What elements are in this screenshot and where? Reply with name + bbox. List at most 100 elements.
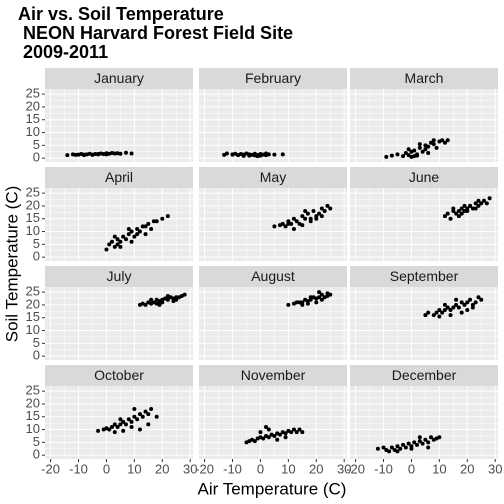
point (319, 292, 324, 297)
point (473, 201, 478, 206)
point (275, 437, 280, 442)
point (291, 226, 296, 231)
point (440, 310, 445, 315)
point (401, 442, 406, 447)
panel-background (199, 386, 347, 459)
y-tick-label: 25 (26, 284, 40, 299)
point (165, 297, 170, 302)
strip (350, 167, 498, 188)
point (300, 223, 305, 228)
point (465, 300, 470, 305)
point (317, 295, 322, 300)
strip-label: January (94, 70, 144, 86)
point (104, 247, 109, 252)
point (426, 144, 431, 149)
point (123, 422, 128, 427)
point (487, 196, 492, 201)
point (317, 290, 322, 295)
point (398, 446, 403, 451)
point (442, 308, 447, 313)
point (118, 244, 123, 249)
point (426, 445, 431, 450)
point (375, 446, 380, 451)
point (479, 201, 484, 206)
point (482, 198, 487, 203)
point (143, 409, 148, 414)
chart-title: Air vs. Soil Temperature (18, 4, 224, 24)
point (272, 152, 277, 157)
point (442, 214, 447, 219)
strip-label: May (260, 169, 286, 185)
x-tick-label: 20 (460, 461, 474, 476)
point (428, 435, 433, 440)
point (470, 305, 475, 310)
point (412, 154, 417, 159)
point (426, 310, 431, 315)
x-tick-label: 10 (127, 461, 141, 476)
point (132, 407, 137, 412)
point (319, 297, 324, 302)
strip (45, 365, 193, 386)
point (426, 151, 431, 156)
point (297, 300, 302, 305)
point (126, 417, 131, 422)
panel-background (350, 386, 498, 459)
point (476, 295, 481, 300)
strip (45, 167, 193, 188)
point (431, 142, 436, 147)
point (325, 203, 330, 208)
point (389, 153, 394, 158)
strip-label: April (105, 169, 133, 185)
point (149, 297, 154, 302)
point (454, 297, 459, 302)
point (465, 209, 470, 214)
point (305, 301, 310, 306)
point (154, 219, 159, 224)
strip-label: August (251, 268, 295, 284)
point (272, 224, 277, 229)
panel-background (350, 188, 498, 261)
strip-label: June (409, 169, 440, 185)
point (140, 414, 145, 419)
point (294, 300, 299, 305)
point (137, 427, 142, 432)
y-tick-label: 25 (26, 185, 40, 200)
point (224, 151, 229, 156)
point (146, 412, 151, 417)
point (420, 149, 425, 154)
point (110, 424, 115, 429)
point (132, 414, 137, 419)
point (308, 219, 313, 224)
point (96, 428, 101, 433)
point (96, 152, 101, 157)
point (129, 419, 134, 424)
point (468, 203, 473, 208)
y-tick-label: 25 (26, 86, 40, 101)
point (129, 424, 134, 429)
point (415, 442, 420, 447)
point (395, 444, 400, 449)
point (135, 417, 140, 422)
strip (199, 68, 347, 89)
point (448, 313, 453, 318)
point (112, 234, 117, 239)
point (384, 154, 389, 159)
point (266, 427, 271, 432)
point (440, 138, 445, 143)
point (462, 203, 467, 208)
point (409, 446, 414, 451)
point (451, 305, 456, 310)
point (381, 445, 386, 450)
point (456, 305, 461, 310)
x-tick-label: -10 (69, 461, 88, 476)
point (107, 427, 112, 432)
point (154, 301, 159, 306)
point (129, 151, 134, 156)
y-tick-label: 0 (33, 150, 40, 165)
point (143, 224, 148, 229)
point (65, 153, 70, 158)
point (121, 428, 126, 433)
point (328, 206, 333, 211)
point (149, 407, 154, 412)
strip (199, 167, 347, 188)
